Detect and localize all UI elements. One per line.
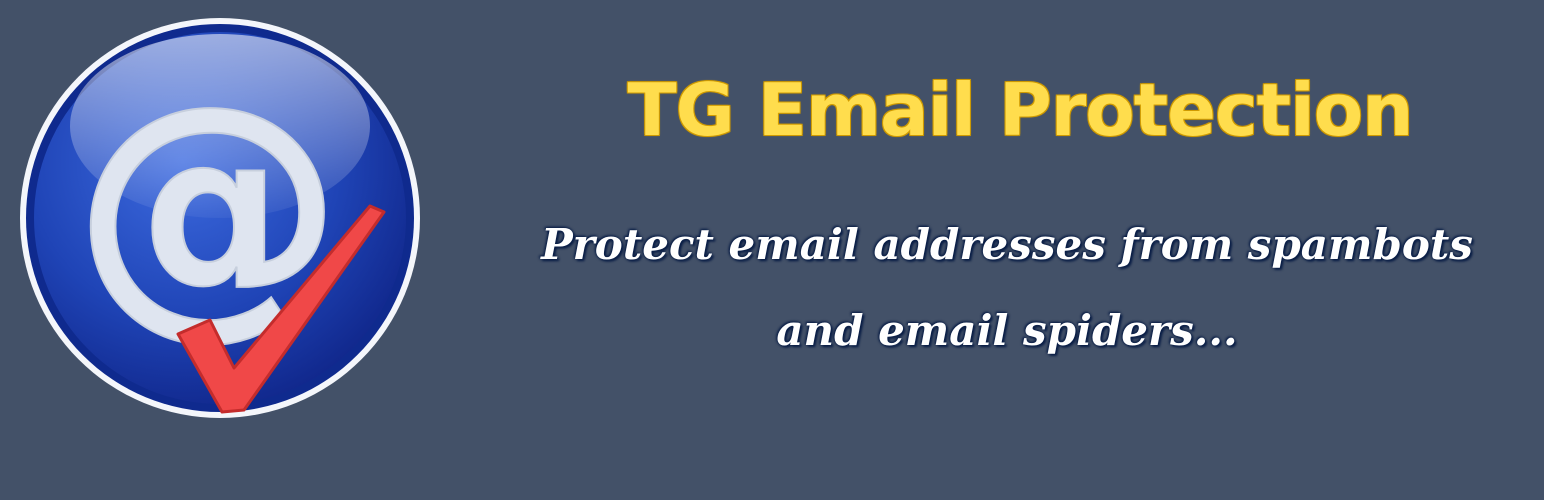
- tagline-line-2: and email spiders...: [776, 306, 1238, 355]
- tagline-line-1: Protect email addresses from spambots: [541, 220, 1473, 269]
- at-sign-check-icon: @: [20, 18, 420, 418]
- email-protection-logo: @: [18, 16, 422, 420]
- checkmark-icon: [176, 204, 386, 414]
- logo-highlight: [70, 34, 370, 218]
- plugin-title: TG Email Protection: [627, 68, 1414, 152]
